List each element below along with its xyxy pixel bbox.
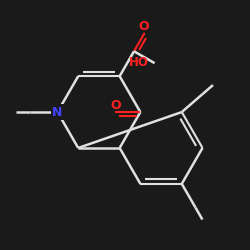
Text: HO: HO <box>128 56 148 69</box>
Text: O: O <box>110 99 121 112</box>
Text: O: O <box>138 20 149 33</box>
Text: N: N <box>52 106 63 118</box>
